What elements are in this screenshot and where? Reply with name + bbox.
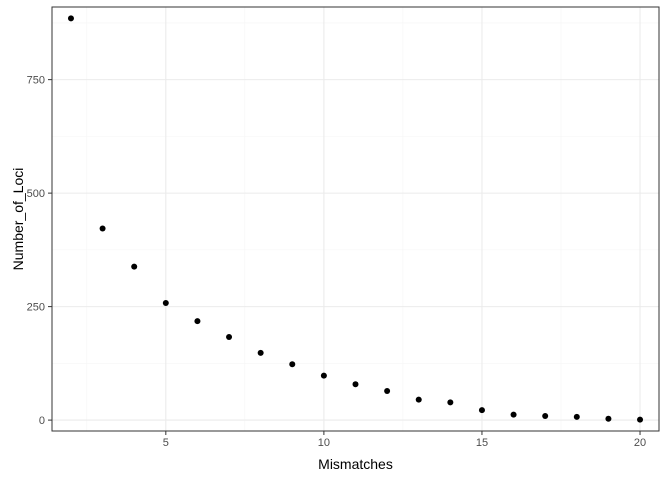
data-point <box>257 349 264 356</box>
data-point <box>67 15 74 22</box>
panel-border <box>51 6 660 432</box>
data-point <box>605 415 612 422</box>
data-point <box>131 263 138 270</box>
y-tick-label: 500 <box>27 188 45 200</box>
y-axis-ticks: 0 250 500 750 <box>27 75 52 427</box>
data-point <box>384 388 391 395</box>
x-axis-title: Mismatches <box>318 456 393 472</box>
data-point <box>415 396 422 403</box>
x-tick-label: 20 <box>634 437 646 449</box>
y-axis-title: Number_of_Loci <box>10 168 26 271</box>
data-point <box>162 299 169 306</box>
minor-grid <box>52 7 659 431</box>
x-axis-ticks: 5 10 15 20 <box>163 431 646 449</box>
data-point <box>573 413 580 420</box>
x-tick-label: 15 <box>476 437 488 449</box>
data-point <box>194 318 201 325</box>
major-grid <box>52 7 659 431</box>
data-point <box>352 381 359 388</box>
data-point <box>447 399 454 406</box>
data-point <box>99 225 106 232</box>
data-point <box>637 416 644 423</box>
data-point <box>320 372 327 379</box>
data-points <box>67 15 644 423</box>
data-point <box>510 411 517 418</box>
data-point <box>289 361 296 368</box>
x-tick-label: 10 <box>318 437 330 449</box>
data-point <box>542 413 549 420</box>
data-point <box>226 334 233 341</box>
y-tick-label: 250 <box>27 302 45 314</box>
y-tick-label: 750 <box>27 75 45 87</box>
y-tick-label: 0 <box>39 415 45 427</box>
data-point <box>478 407 485 414</box>
x-tick-label: 5 <box>163 437 169 449</box>
